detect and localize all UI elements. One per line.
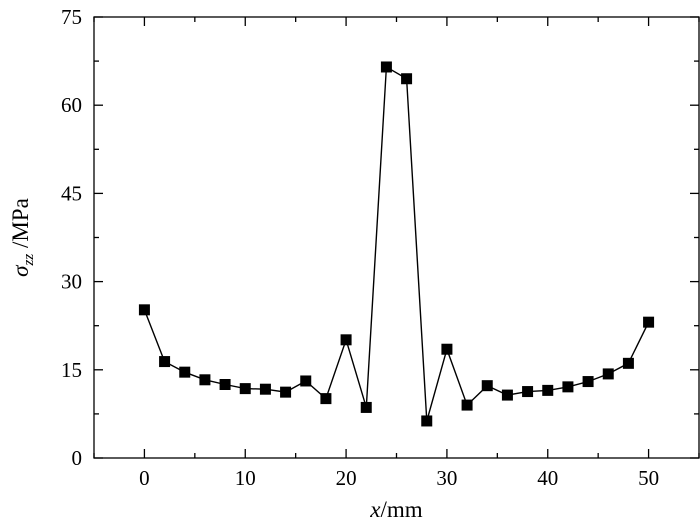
data-point bbox=[602, 368, 614, 380]
data-point bbox=[239, 383, 251, 395]
y-tick-label: 45 bbox=[61, 181, 82, 205]
data-point bbox=[179, 366, 191, 378]
y-tick-label: 30 bbox=[61, 270, 82, 294]
data-point bbox=[360, 401, 372, 413]
y-tick-label: 15 bbox=[61, 358, 82, 382]
x-tick-label: 0 bbox=[139, 466, 150, 490]
data-point bbox=[219, 379, 231, 390]
y-tick-label: 75 bbox=[61, 5, 82, 29]
y-axis-label: σzz /MPa bbox=[8, 198, 37, 277]
x-tick-label: 10 bbox=[235, 466, 256, 490]
y-axis-variable: σ bbox=[8, 264, 33, 277]
tick-labels: 0 10 20 30 40 50 0 15 30 45 60 75 bbox=[61, 5, 659, 490]
y-tick-label: 0 bbox=[72, 446, 83, 470]
data-point bbox=[280, 386, 292, 398]
x-axis-variable: x bbox=[369, 497, 381, 522]
x-tick-label: 30 bbox=[436, 466, 457, 490]
data-point bbox=[199, 374, 211, 386]
x-tick-label: 20 bbox=[336, 466, 357, 490]
data-point bbox=[622, 357, 634, 369]
series-line bbox=[143, 65, 650, 422]
data-point bbox=[481, 380, 493, 392]
data-point bbox=[300, 375, 312, 387]
data-point bbox=[380, 61, 392, 73]
x-tick-label: 40 bbox=[537, 466, 558, 490]
plot-frame bbox=[93, 16, 700, 459]
data-point bbox=[259, 383, 271, 395]
data-point bbox=[461, 399, 473, 411]
data-point bbox=[643, 316, 655, 328]
x-axis-label: x/mm bbox=[369, 497, 422, 522]
y-tick-label: 60 bbox=[61, 93, 82, 117]
y-axis-unit: /MPa bbox=[8, 198, 33, 254]
data-point bbox=[421, 415, 433, 427]
data-point bbox=[522, 386, 534, 398]
x-axis-unit: /mm bbox=[381, 497, 423, 522]
data-point bbox=[501, 389, 513, 401]
data-point bbox=[340, 334, 352, 346]
plot-border bbox=[93, 16, 700, 459]
data-point bbox=[562, 381, 574, 393]
data-point bbox=[401, 73, 413, 85]
x-tick-label: 50 bbox=[638, 466, 659, 490]
data-point bbox=[138, 304, 150, 316]
y-axis-subscript: zz bbox=[21, 254, 37, 267]
axis-ticks bbox=[93, 16, 700, 459]
data-point bbox=[542, 384, 554, 396]
data-point bbox=[159, 356, 171, 368]
data-point bbox=[582, 376, 594, 388]
data-series bbox=[138, 61, 655, 427]
data-point bbox=[441, 343, 453, 355]
data-point bbox=[320, 393, 332, 405]
